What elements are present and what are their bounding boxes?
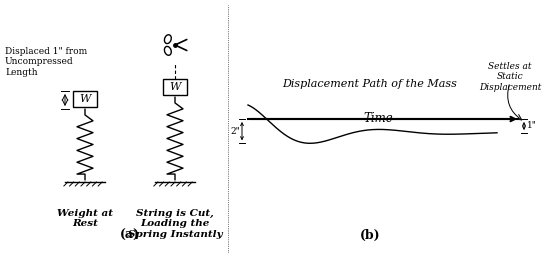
Text: W: W [169, 82, 180, 92]
Ellipse shape [164, 47, 172, 55]
Ellipse shape [164, 35, 172, 44]
Text: 1": 1" [527, 122, 537, 131]
Text: (a): (a) [120, 229, 140, 242]
Text: Settles at
Static
Displacement: Settles at Static Displacement [479, 62, 541, 92]
Text: Weight at
Rest: Weight at Rest [57, 209, 113, 228]
Bar [73, 91, 97, 107]
Text: String is Cut,
Loading the
Spring Instantly: String is Cut, Loading the Spring Instan… [128, 209, 222, 239]
Bar [163, 79, 187, 95]
Text: (b): (b) [360, 229, 380, 242]
Text: Displaced 1" from
Uncompressed
Length: Displaced 1" from Uncompressed Length [5, 47, 87, 77]
Text: Time: Time [363, 112, 393, 125]
Text: Displacement Path of the Mass: Displacement Path of the Mass [282, 79, 457, 89]
Text: 2": 2" [230, 127, 240, 136]
Text: W: W [79, 94, 91, 104]
